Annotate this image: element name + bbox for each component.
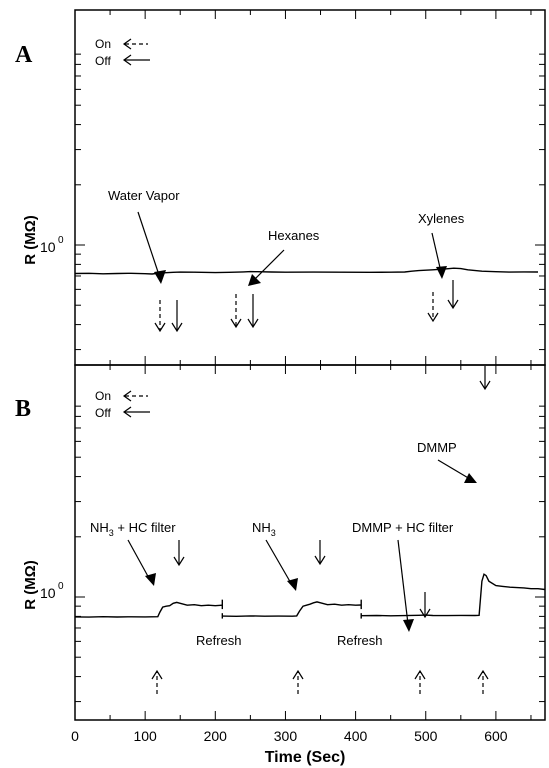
annotation-pointer [127,539,151,581]
label-main: NH [252,520,271,535]
annotation-pointer-head [464,473,477,483]
on-arrow-head [292,669,304,680]
panel-a-ticks [74,10,545,365]
panel-b-series-lines [74,573,546,619]
annotation-label: Xylenes [418,211,465,226]
annotation-pointer [253,249,285,281]
panel-b-legend-off-head [122,406,132,418]
panel-b-series-segment-3 [361,573,546,617]
panel-a-series-line [74,267,539,275]
x-tick-label: 100 [133,728,157,744]
off-arrow-head [247,318,259,329]
panel-a-y-tick-label: 10 0 [40,235,64,255]
x-tick-label: 600 [484,728,508,744]
on-arrow-head [230,318,242,329]
panel-a-y-tick-exp: 0 [58,235,64,246]
panel-a-y-axis-label: R (MΩ) [22,215,39,265]
off-arrow-head [447,299,459,310]
annotation-pointer-head [287,578,298,591]
annotation-pointer [265,539,293,586]
panel-b-annotation-nh3: NH3 [252,520,326,694]
panel-a-legend-off: Off [95,54,111,68]
panel-b-annotation-nh3-hc-filter: NH3 + HC filter [90,520,185,694]
on-arrow-head [154,322,166,333]
annotation-pointer-head [248,274,261,286]
annotation-label: Water Vapor [108,188,180,203]
x-axis-label: Time (Sec) [265,749,346,766]
panel-b-y-tick-label: 10 0 [40,581,64,601]
panel-a-letter: A [15,42,33,68]
panel-a-legend-off-head [122,54,132,66]
panel-b-y-tick-base: 10 [40,585,56,601]
panel-b-y-tick-exp: 0 [58,581,64,592]
annotation-pointer [437,459,471,480]
panel-b-series-segment-1 [74,601,223,618]
off-arrow-head [173,556,185,567]
annotation-pointer-head [436,266,447,279]
off-arrow-head [314,555,326,566]
annotation-pointer-head [403,619,414,632]
annotation-label: DMMP [417,440,457,455]
x-tick-label: 200 [204,728,228,744]
panel-b-ticks [74,365,545,720]
annotation-label: NH3 [252,520,276,538]
panel-b-annotation-refresh-2: Refresh [337,633,383,648]
panel-b-frame [74,364,546,721]
panel-b-y-axis-label: R (MΩ) [22,560,39,610]
panel-b-legend-on: On [95,389,111,403]
x-axis-tick-labels: 0 100 200 300 400 500 600 [71,728,508,744]
label-main: NH [90,520,109,535]
panel-a-legend: On Off [95,37,150,68]
panel-b-annotation-refresh-1: Refresh [196,633,242,648]
panel-b-legend-off: Off [95,406,111,420]
panel-a-legend-on-head [122,38,132,50]
on-arrow-head [477,669,489,680]
panel-a-legend-on: On [95,37,111,51]
off-arrow-head [419,608,431,619]
on-arrow-head [151,669,163,680]
off-arrow-head [171,322,183,333]
panel-b-series-segment-2 [222,601,362,618]
annotation-pointer-head [154,270,166,284]
panel-b-legend-on-head [122,390,132,402]
off-arrow-head [479,380,491,391]
x-tick-label: 400 [344,728,368,744]
x-tick-label: 300 [274,728,298,744]
label-sub: 3 [109,528,114,538]
x-tick-label: 500 [414,728,438,744]
panel-a-annotation-xylenes: Xylenes [418,211,465,323]
panel-a: A On Off R (MΩ) 10 0 Water Vapor [15,9,546,366]
label-suffix: + HC filter [114,520,176,535]
annotation-pointer [397,539,409,625]
panel-b-letter: B [15,396,31,422]
panel-b-annotation-dmmp: DMMP [417,366,491,694]
annotation-pointer [431,232,442,273]
on-arrow-head [414,669,426,680]
x-tick-label: 0 [71,728,79,744]
annotation-label: NH3 + HC filter [90,520,176,538]
panel-b: B On Off R (MΩ) 10 0 NH3 + HC filter [15,364,546,766]
annotation-label: Hexanes [268,228,320,243]
annotation-label: DMMP + HC filter [352,520,454,535]
on-arrow-head [427,312,439,323]
annotation-pointer [137,211,161,279]
label-sub: 3 [271,528,276,538]
panel-a-annotation-water-vapor: Water Vapor [108,188,183,333]
panel-a-annotation-hexanes: Hexanes [230,228,320,329]
panel-b-annotation-dmmp-hc-filter: DMMP + HC filter [352,520,454,694]
panel-b-legend: On Off [95,389,150,420]
annotation-pointer-head [145,573,156,586]
panel-a-y-tick-base: 10 [40,239,56,255]
